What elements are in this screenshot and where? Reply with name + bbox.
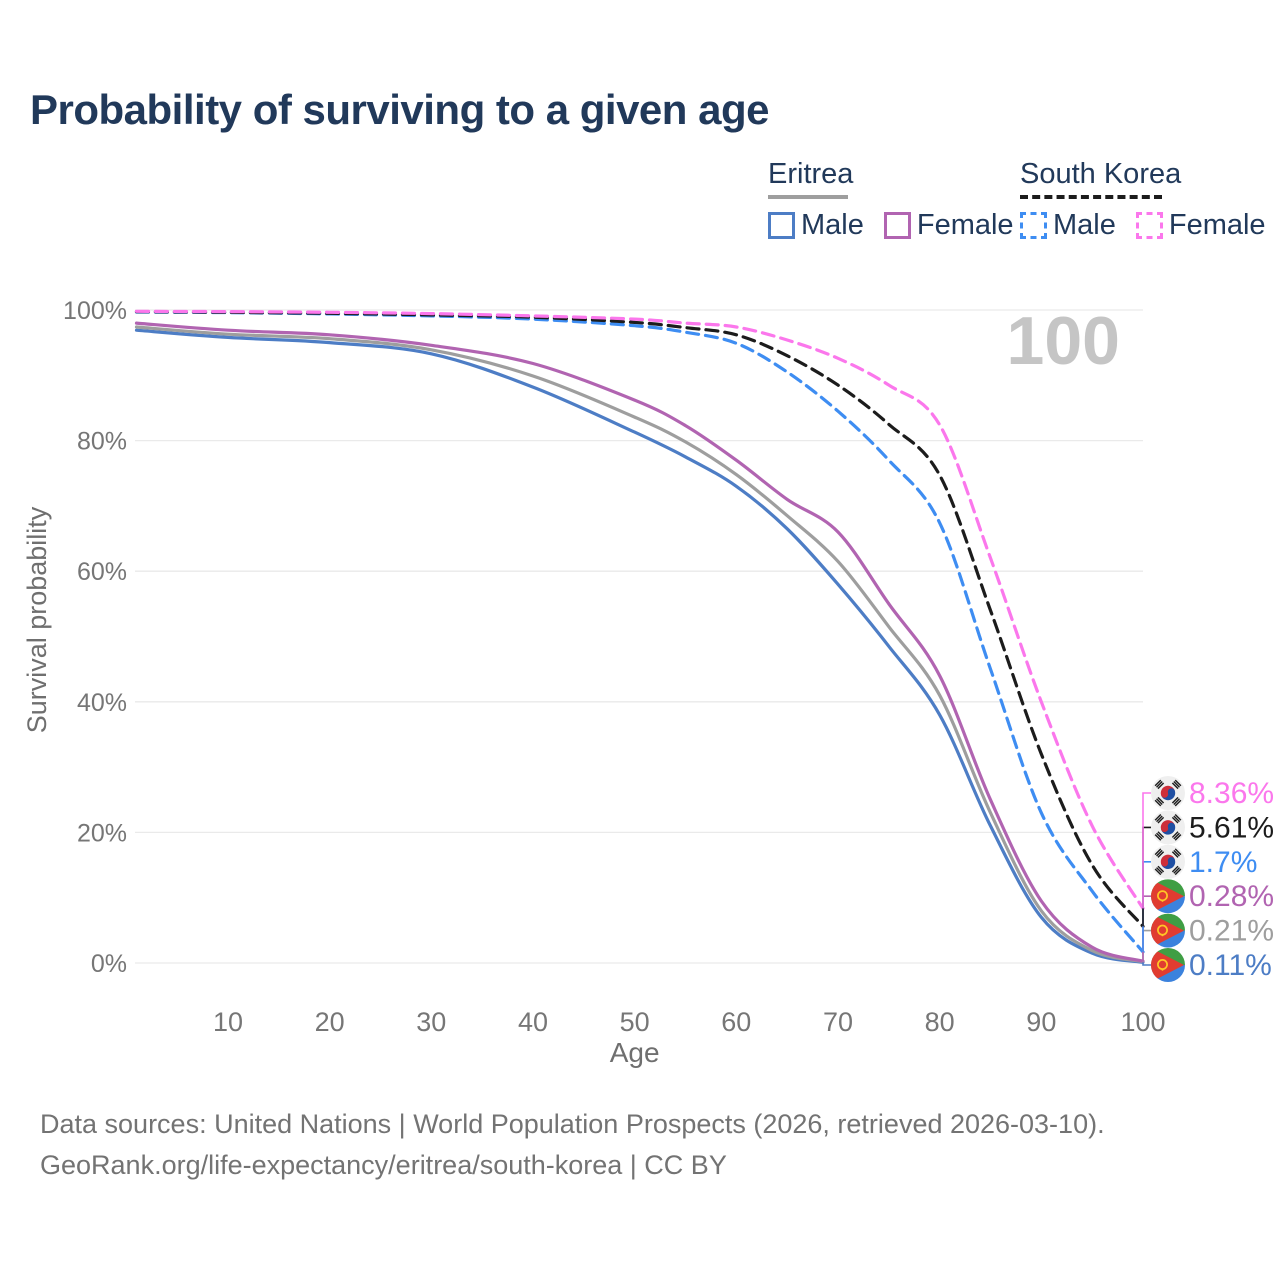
legend-item-eritrea-male[interactable]: Male	[768, 209, 864, 242]
x-tick-label-90: 90	[1026, 1007, 1056, 1037]
watermark-age-100: 100	[1007, 303, 1120, 379]
end-label-eritrea_female: 0.28%	[1151, 879, 1274, 914]
legend-country-label: South Korea	[1020, 158, 1182, 190]
flag-south-korea-icon	[1151, 844, 1185, 879]
footer-data-sources: Data sources: United Nations | World Pop…	[40, 1109, 1105, 1139]
legend-item-label: Male	[801, 209, 864, 241]
chart-title: Probability of surviving to a given age	[30, 86, 769, 133]
end-label-eritrea_male: 0.11%	[1151, 948, 1272, 982]
legend-swatch	[768, 212, 795, 239]
flag-south-korea-icon	[1151, 810, 1185, 845]
x-tick-label-50: 50	[620, 1007, 650, 1037]
flag-eritrea-icon	[1151, 879, 1185, 914]
x-tick-label-100: 100	[1120, 1007, 1165, 1037]
legend-swatch	[1135, 212, 1163, 239]
end-label-leader-eritrea_male	[1142, 962, 1151, 966]
series-line-south_korea_female[interactable]	[134, 309, 1145, 910]
legend-swatch	[1020, 212, 1047, 239]
legend-linestyle-sample	[768, 195, 848, 199]
end-label-south_korea_both: 5.61%	[1151, 810, 1274, 845]
y-tick-label-0: 0%	[91, 950, 127, 978]
end-label-south_korea_female: 8.36%	[1151, 776, 1274, 810]
legend-item-label: Male	[1053, 209, 1116, 241]
end-label-leader-south_korea_male	[1142, 861, 1151, 952]
legend-swatch	[883, 212, 911, 239]
legend-item-label: Female	[916, 209, 1014, 241]
x-tick-label-30: 30	[416, 1007, 446, 1037]
flag-south-korea-icon	[1151, 776, 1185, 810]
x-tick-label-20: 20	[315, 1007, 345, 1037]
end-label-leader-eritrea_both	[1142, 929, 1151, 962]
y-tick-label-60: 60%	[77, 558, 127, 586]
y-tick-label-20: 20%	[77, 819, 127, 847]
footer-attribution: GeoRank.org/life-expectancy/eritrea/sout…	[40, 1150, 727, 1180]
x-axis-title: Age	[610, 1037, 660, 1068]
series-line-eritrea_both[interactable]	[134, 325, 1145, 964]
x-tick-label-40: 40	[518, 1007, 548, 1037]
end-label-south_korea_male: 1.7%	[1151, 844, 1257, 879]
x-tick-label-60: 60	[721, 1007, 751, 1037]
flag-eritrea-icon	[1151, 913, 1185, 948]
end-label-value-eritrea_female: 0.28%	[1189, 880, 1274, 913]
y-tick-label-40: 40%	[77, 689, 127, 717]
legend-country-label: Eritrea	[768, 158, 854, 190]
series-line-south_korea_male[interactable]	[134, 310, 1145, 954]
x-tick-label-10: 10	[213, 1007, 243, 1037]
end-label-value-south_korea_both: 5.61%	[1189, 811, 1274, 844]
end-label-value-eritrea_male: 0.11%	[1189, 949, 1272, 982]
y-axis-title: Survival probability	[22, 506, 52, 733]
y-tick-label-100: 100%	[63, 297, 127, 325]
legend-item-label: Female	[1168, 209, 1266, 241]
end-label-value-south_korea_female: 8.36%	[1189, 777, 1274, 810]
legend-item-eritrea-female[interactable]: Female	[883, 209, 1014, 242]
x-tick-label-80: 80	[925, 1007, 955, 1037]
end-label-leader-south_korea_both	[1142, 826, 1151, 927]
series-line-eritrea_male[interactable]	[134, 328, 1145, 964]
legend-group-eritrea: Eritrea Male Female	[768, 158, 1014, 242]
end-label-value-eritrea_both: 0.21%	[1189, 915, 1274, 948]
series-line-eritrea_female[interactable]	[134, 321, 1145, 963]
y-tick-label-80: 80%	[77, 428, 127, 456]
legend-item-south-korea-female[interactable]: Female	[1135, 209, 1266, 242]
end-label-eritrea_both: 0.21%	[1151, 913, 1274, 948]
legend-linestyle-sample	[1020, 195, 1162, 199]
end-label-value-south_korea_male: 1.7%	[1189, 846, 1257, 879]
footer: Data sources: United Nations | World Pop…	[40, 1104, 1105, 1186]
legend-item-south-korea-male[interactable]: Male	[1020, 209, 1116, 242]
x-tick-label-70: 70	[823, 1007, 853, 1037]
end-label-leader-south_korea_female	[1142, 792, 1151, 909]
flag-eritrea-icon	[1151, 948, 1185, 982]
legend-group-south-korea: South Korea Male Female	[1020, 158, 1266, 242]
